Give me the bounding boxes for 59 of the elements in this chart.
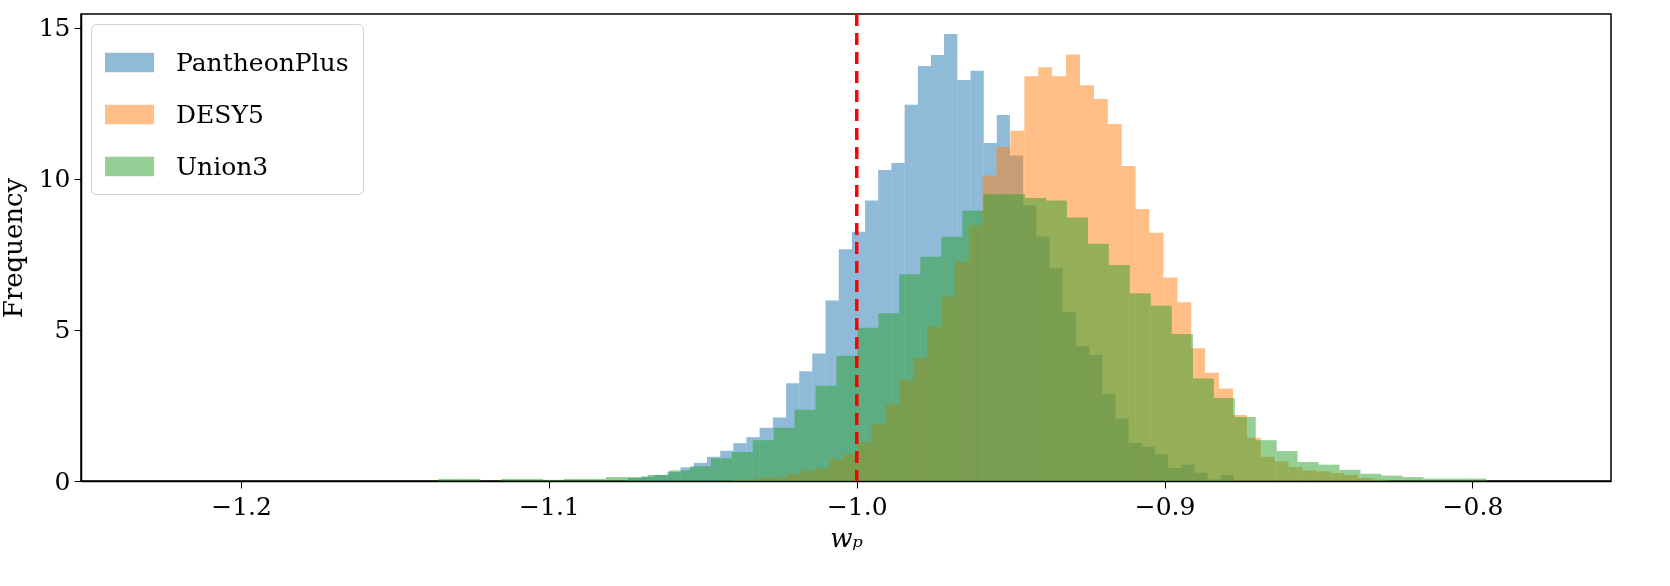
bar [438,478,460,481]
bar [647,474,669,481]
bar [710,458,732,481]
y-axis-title: Frequency [0,177,28,319]
bar [941,236,963,481]
bar [1360,473,1382,481]
x-tick-label: −1.2 [211,491,272,521]
bar [1339,469,1361,481]
bar [1108,264,1130,481]
bar [1402,477,1424,481]
bar [1046,200,1068,481]
bar [857,327,879,481]
bar [1192,378,1214,481]
bar [962,210,984,481]
bar [920,256,942,481]
bar [668,470,690,481]
bar [1213,397,1235,481]
x-axis-title: wₚ [830,522,863,553]
bar [1234,416,1256,481]
y-tick-label: 15 [38,13,71,43]
y-tick-label: 10 [38,164,71,194]
legend-label: Union3 [176,151,269,181]
bar [1004,194,1026,481]
bar [689,466,711,481]
legend-label: PantheonPlus [176,47,349,77]
bar [1255,440,1277,481]
y-tick-label: 5 [54,315,71,345]
bar [752,440,774,481]
bar [815,385,837,481]
bar [564,478,585,481]
bar [605,477,627,481]
bar [1067,217,1088,481]
bar [983,194,1005,481]
y-tick-label: 0 [54,466,71,496]
bar [731,451,753,481]
bar [773,427,795,481]
x-tick-label: −0.9 [1134,491,1196,521]
bar [878,313,900,481]
bar [836,355,858,481]
bar [1297,461,1319,481]
bar [1276,451,1298,481]
bar [1381,475,1403,481]
bar [1318,464,1340,481]
bar [899,274,921,481]
x-tick-label: −1.1 [519,491,580,521]
x-tick-label: −1.0 [826,491,888,521]
bar [584,478,606,481]
bar [794,409,816,481]
bar [1087,243,1109,481]
x-tick-label: −0.8 [1442,491,1504,521]
bar [501,478,523,481]
legend-label: DESY5 [176,99,264,129]
bar [1171,334,1193,481]
bar [522,478,544,481]
bar [459,478,481,481]
bar [1129,293,1151,481]
bar [1150,305,1172,481]
bar [626,477,648,481]
bar [1025,198,1047,481]
